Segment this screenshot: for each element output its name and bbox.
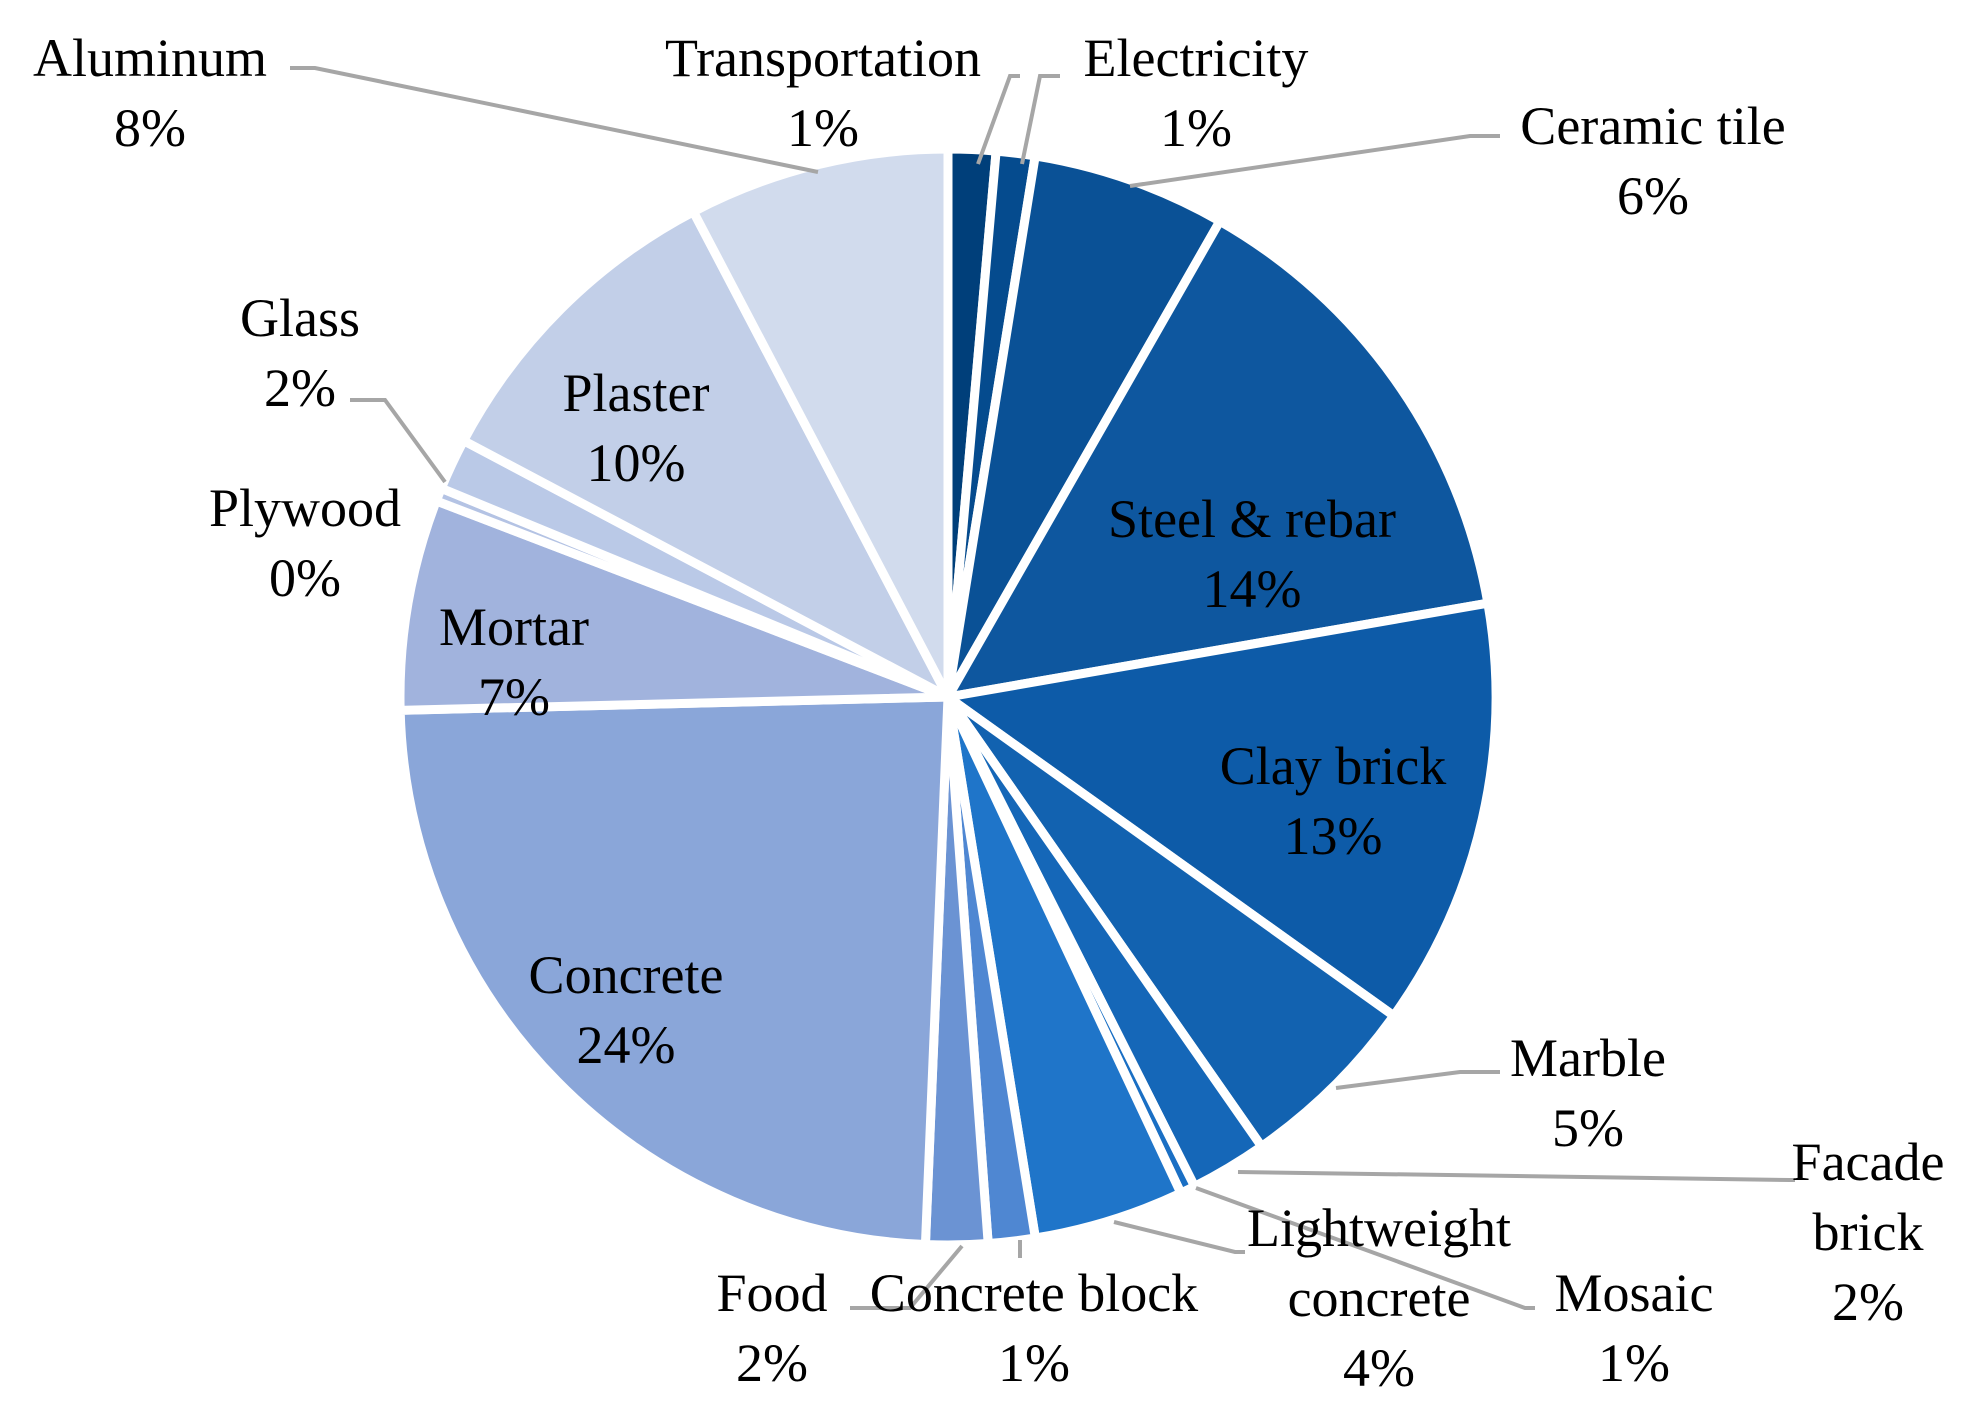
pie-slice-mortar <box>395 495 950 715</box>
slice-percent-marble: 5% <box>1552 1098 1624 1158</box>
pie-slice-concrete <box>395 692 953 1250</box>
slice-name-facade-brick: Facade <box>1792 1132 1945 1192</box>
leader-line-ceramic-tile <box>1129 134 1500 188</box>
pie-slice-clay-brick <box>936 597 1501 1023</box>
pie-slice-plaster <box>457 205 959 708</box>
slice-label-plywood: Plywood 0% <box>209 478 401 608</box>
slice-name-transportation: Transportation <box>665 28 981 88</box>
slice-percent-plaster: 10% <box>587 433 686 493</box>
slice-percent-concrete-block: 1% <box>998 1333 1070 1393</box>
slice-name-electricity: Electricity <box>1084 28 1309 88</box>
slice-label-transportation: Transportation 1% <box>665 28 981 158</box>
pie-slice-ceramic-tile <box>943 150 1227 700</box>
slice-label-mosaic: Mosaic 1% <box>1555 1263 1714 1393</box>
slice-name-plywood: Plywood <box>209 478 401 538</box>
leader-line-marble <box>1335 1070 1500 1090</box>
leader-lines <box>290 66 1795 1310</box>
leader-line-mosaic <box>1195 1186 1535 1310</box>
slice-percent-ceramic-tile: 6% <box>1617 166 1689 226</box>
slice-labels: Transportation 1% Electricity 1% Ceramic til… <box>33 28 1945 1398</box>
slice-percent-clay-brick: 13% <box>1284 806 1383 866</box>
slice-label-aluminum: Aluminum 8% <box>33 28 267 158</box>
slice-label-plaster: Plaster 10% <box>563 363 710 493</box>
slice-label-ceramic-tile: Ceramic tile 6% <box>1520 96 1785 226</box>
slice-label-concrete-block: Concrete block 1% <box>870 1263 1198 1393</box>
leader-line-lightweight-concrete <box>1113 1220 1245 1254</box>
slice-percent-concrete: 24% <box>577 1015 676 1075</box>
slice-name-plaster: Plaster <box>563 363 710 423</box>
slice-name-concrete-block: Concrete block <box>870 1263 1198 1323</box>
slice-name-marble: Marble <box>1510 1028 1666 1088</box>
slice-label-clay-brick: Clay brick 13% <box>1220 736 1446 866</box>
slice-label-steel-rebar: Steel & rebar 14% <box>1108 489 1396 619</box>
leader-line-glass <box>350 398 447 484</box>
slice-name-lightweight-concrete: Lightweight <box>1247 1198 1511 1258</box>
slice-percent-food: 2% <box>736 1333 808 1393</box>
slice-percent-plywood: 0% <box>269 548 341 608</box>
slice-percent-lightweight-concrete: 4% <box>1343 1338 1415 1397</box>
pie-slice-steel-rebar <box>939 215 1494 704</box>
slice-name-lightweight-concrete: concrete <box>1288 1268 1471 1328</box>
slice-percent-transportation: 1% <box>787 98 859 158</box>
slice-label-facade-brick: Facade brick 2% <box>1792 1132 1945 1332</box>
leader-line-transportation <box>976 74 1020 165</box>
leader-line-aluminum <box>290 66 819 174</box>
leader-line-facade-brick <box>1237 1170 1795 1182</box>
slice-percent-steel-rebar: 14% <box>1203 559 1302 619</box>
slice-name-aluminum: Aluminum <box>33 28 267 88</box>
slice-percent-mortar: 7% <box>478 667 550 727</box>
slice-label-food: Food 2% <box>716 1263 827 1393</box>
pie-slice-aluminum <box>687 144 953 700</box>
leader-line-food <box>850 1244 964 1310</box>
slice-percent-electricity: 1% <box>1160 98 1232 158</box>
slice-label-marble: Marble 5% <box>1510 1028 1666 1158</box>
slice-percent-glass: 2% <box>264 358 336 418</box>
slice-name-ceramic-tile: Ceramic tile <box>1520 96 1785 156</box>
slice-name-mosaic: Mosaic <box>1555 1263 1714 1323</box>
slice-name-clay-brick: Clay brick <box>1220 736 1446 796</box>
pie-slice-marble <box>944 693 1401 1153</box>
slice-name-mortar: Mortar <box>439 597 589 657</box>
slice-label-glass: Glass 2% <box>240 288 360 418</box>
pie-slices <box>395 144 1501 1250</box>
slice-name-facade-brick: brick <box>1813 1202 1924 1262</box>
slice-name-glass: Glass <box>240 288 360 348</box>
slice-percent-mosaic: 1% <box>1598 1333 1670 1393</box>
slice-label-concrete: Concrete 24% <box>529 945 724 1075</box>
slice-label-electricity: Electricity 1% <box>1084 28 1309 158</box>
slice-percent-aluminum: 8% <box>114 98 186 158</box>
slice-percent-facade-brick: 2% <box>1832 1272 1904 1332</box>
leader-line-electricity <box>1020 74 1060 165</box>
slice-name-concrete: Concrete <box>529 945 724 1005</box>
slice-label-mortar: Mortar 7% <box>439 597 589 727</box>
slice-name-steel-rebar: Steel & rebar <box>1108 489 1396 549</box>
slice-name-food: Food <box>716 1263 827 1323</box>
slice-label-lightweight-concrete: Lightweight concrete 4% <box>1247 1198 1511 1398</box>
